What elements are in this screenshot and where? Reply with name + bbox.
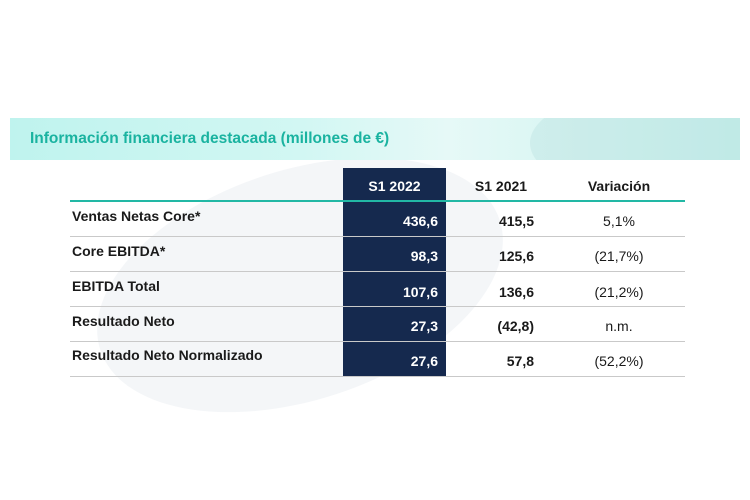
title-banner: [10, 118, 740, 160]
cell-s1-2022-ebitda-total: 107,6: [402, 284, 438, 300]
cell-s1-2022-resultado-neto: 27,3: [410, 318, 438, 334]
cell-s1-2022-core-ebitda: 98,3: [410, 248, 438, 264]
row-label-ebitda-total: EBITDA Total: [72, 278, 160, 294]
cell-s1-2021-ebitda-total: 136,6: [498, 284, 534, 300]
row-label-core-ebitda: Core EBITDA*: [72, 243, 166, 259]
cell-s1-2021-resultado-normalizado: 57,8: [506, 353, 534, 369]
row-label-ventas-netas-core: Ventas Netas Core*: [72, 208, 201, 224]
column-header-s1-2022: S1 2022: [368, 178, 421, 194]
cell-variacion-resultado-neto: n.m.: [605, 318, 633, 334]
row-label-resultado-neto: Resultado Neto: [72, 313, 175, 329]
cell-s1-2022-ventas: 436,6: [402, 213, 438, 229]
cell-s1-2021-ventas: 415,5: [498, 213, 534, 229]
cell-s1-2021-resultado-neto: (42,8): [497, 318, 534, 334]
page-title: Información financiera destacada (millon…: [30, 130, 390, 147]
row-label-resultado-neto-normalizado: Resultado Neto Normalizado: [72, 347, 263, 363]
cell-variacion-resultado-normalizado: (52,2%): [594, 353, 644, 369]
row-divider: [70, 236, 685, 237]
cell-variacion-ebitda-total: (21,2%): [594, 284, 644, 300]
row-divider: [70, 271, 685, 272]
cell-variacion-core-ebitda: (21,7%): [594, 248, 644, 264]
header-divider: [70, 200, 685, 202]
banner-decoration: [530, 118, 740, 160]
row-divider: [70, 341, 685, 342]
column-header-s1-2021: S1 2021: [474, 178, 528, 194]
column-header-variacion: Variación: [587, 178, 651, 194]
cell-s1-2022-resultado-normalizado: 27,6: [410, 353, 438, 369]
cell-s1-2021-core-ebitda: 125,6: [498, 248, 534, 264]
cell-variacion-ventas: 5,1%: [603, 213, 635, 229]
row-divider: [70, 306, 685, 307]
row-divider: [70, 376, 685, 377]
